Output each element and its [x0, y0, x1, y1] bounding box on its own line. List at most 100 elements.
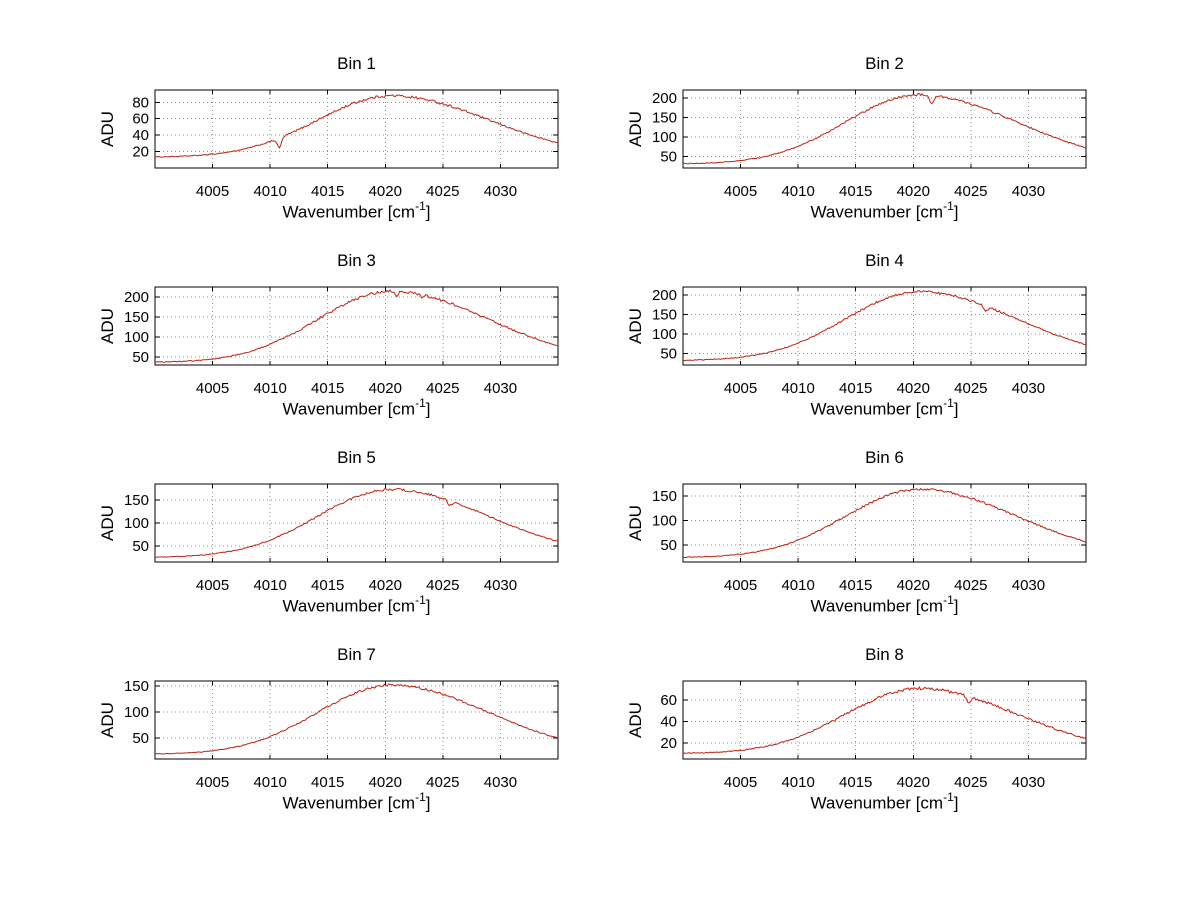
- spectrum-trace: [683, 290, 1087, 362]
- y-tick-label: 20: [132, 144, 149, 161]
- x-tick-label: 4015: [839, 380, 872, 397]
- x-axis-label: Wavenumber [cm-1]: [683, 199, 1086, 223]
- x-axis-label: Wavenumber [cm-1]: [155, 593, 558, 617]
- x-tick-label: 4005: [724, 774, 757, 791]
- x-tick-label: 4025: [954, 380, 987, 397]
- x-tick-label: 4015: [839, 183, 872, 200]
- chart-title: Bin 4: [865, 251, 904, 270]
- x-axis-label-suffix: ]: [425, 793, 431, 813]
- plot-area: ADU 4005 4010 4015 4020 4025 4030 50 100 150: [98, 483, 559, 594]
- x-tick-label: 4005: [724, 577, 757, 594]
- x-tick-label: 4010: [253, 774, 286, 791]
- x-tick-label: 4015: [839, 577, 872, 594]
- chart-title: Bin 7: [337, 645, 376, 664]
- y-tick-label: 100: [124, 329, 149, 346]
- y-axis-label: ADU: [626, 111, 645, 147]
- y-axis-label: ADU: [98, 308, 117, 344]
- y-tick-label: 60: [660, 692, 677, 709]
- x-axis-label-exponent: -1: [415, 593, 426, 607]
- x-tick-label: 4030: [484, 774, 517, 791]
- y-tick-label: 100: [652, 326, 677, 343]
- spectrum-trace: [682, 487, 1087, 559]
- x-tick-label: 4010: [253, 183, 286, 200]
- spectrum-trace: [682, 685, 1087, 755]
- x-tick-label: 4025: [954, 774, 987, 791]
- x-axis-label: Wavenumber [cm-1]: [155, 790, 558, 814]
- subplot-bin-3: Bin 3 ADU 4005 4010 4015 4020 4025 4030 50 100 1…: [55, 247, 585, 444]
- y-axis-label: ADU: [626, 308, 645, 344]
- chart-title: Bin 8: [865, 645, 904, 664]
- plot-area: ADU 4005 4010 4015 4020 4025 4030 50 100 150: [626, 483, 1087, 594]
- x-axis-label-text: Wavenumber [cm: [810, 399, 944, 419]
- y-axis-label: ADU: [626, 505, 645, 541]
- x-tick-label: 4030: [484, 183, 517, 200]
- x-tick-label: 4005: [196, 774, 229, 791]
- y-tick-label: 100: [652, 513, 677, 530]
- plot-area: ADU 4005 4010 4015 4020 4025 4030 50 100 150 200: [626, 89, 1087, 200]
- spectrum-trace: [155, 487, 559, 558]
- y-tick-label: 100: [124, 515, 149, 532]
- x-tick-label: 4025: [954, 183, 987, 200]
- x-axis-label-text: Wavenumber [cm: [282, 793, 416, 813]
- y-tick-label: 50: [660, 148, 677, 165]
- y-tick-label: 150: [652, 306, 677, 323]
- y-tick-label: 200: [652, 287, 677, 304]
- x-tick-label: 4010: [781, 577, 814, 594]
- spectrum-trace: [154, 683, 559, 755]
- plot-area: ADU 4005 4010 4015 4020 4025 4030 50 100 150 200: [626, 286, 1087, 397]
- x-axis-label-suffix: ]: [425, 596, 431, 616]
- x-tick-label: 4015: [311, 183, 344, 200]
- x-axis-label: Wavenumber [cm-1]: [155, 396, 558, 420]
- y-tick-label: 200: [652, 90, 677, 107]
- subplot-bin-4: Bin 4 ADU 4005 4010 4015 4020 4025 4030 50 100 1…: [583, 247, 1113, 444]
- y-axis-label: ADU: [98, 111, 117, 147]
- x-tick-label: 4025: [426, 577, 459, 594]
- x-tick-label: 4020: [897, 577, 930, 594]
- spectrum-trace: [154, 289, 559, 363]
- x-axis-label: Wavenumber [cm-1]: [683, 790, 1086, 814]
- x-tick-label: 4020: [369, 577, 402, 594]
- x-axis-label-exponent: -1: [943, 199, 954, 213]
- x-tick-label: 4030: [1012, 774, 1045, 791]
- y-axis-label: ADU: [626, 702, 645, 738]
- x-axis-label-exponent: -1: [943, 396, 954, 410]
- chart-title: Bin 6: [865, 448, 904, 467]
- x-tick-label: 4010: [781, 380, 814, 397]
- y-tick-label: 50: [660, 345, 677, 362]
- x-axis-label-text: Wavenumber [cm: [282, 596, 416, 616]
- x-axis-label-exponent: -1: [943, 593, 954, 607]
- x-tick-label: 4025: [426, 380, 459, 397]
- y-tick-label: 40: [660, 714, 677, 731]
- y-tick-label: 20: [660, 735, 677, 752]
- x-tick-label: 4030: [1012, 183, 1045, 200]
- x-tick-label: 4015: [311, 577, 344, 594]
- x-tick-label: 4005: [724, 380, 757, 397]
- x-axis-label-text: Wavenumber [cm: [810, 793, 944, 813]
- x-tick-label: 4025: [426, 774, 459, 791]
- x-tick-label: 4030: [1012, 577, 1045, 594]
- x-tick-label: 4025: [954, 577, 987, 594]
- y-tick-label: 150: [124, 492, 149, 509]
- x-axis-label-suffix: ]: [953, 399, 959, 419]
- x-axis-label-suffix: ]: [953, 596, 959, 616]
- y-tick-label: 50: [660, 537, 677, 554]
- x-tick-label: 4010: [253, 380, 286, 397]
- subplot-bin-1: Bin 1 ADU 4005 4010 4015 4020 4025 4030 20 40 60…: [55, 50, 585, 247]
- x-tick-label: 4010: [781, 774, 814, 791]
- y-tick-label: 150: [652, 109, 677, 126]
- x-axis-label-exponent: -1: [943, 790, 954, 804]
- y-tick-label: 200: [124, 289, 149, 306]
- x-axis-label-text: Wavenumber [cm: [810, 202, 944, 222]
- x-axis-label-suffix: ]: [425, 399, 431, 419]
- x-tick-label: 4010: [253, 577, 286, 594]
- y-tick-label: 150: [124, 309, 149, 326]
- x-axis-label: Wavenumber [cm-1]: [683, 593, 1086, 617]
- chart-title: Bin 2: [865, 54, 904, 73]
- x-tick-label: 4030: [484, 577, 517, 594]
- x-axis-label-exponent: -1: [415, 790, 426, 804]
- x-tick-label: 4020: [369, 380, 402, 397]
- x-axis-label-suffix: ]: [953, 793, 959, 813]
- y-tick-label: 50: [132, 538, 149, 555]
- x-tick-label: 4005: [196, 183, 229, 200]
